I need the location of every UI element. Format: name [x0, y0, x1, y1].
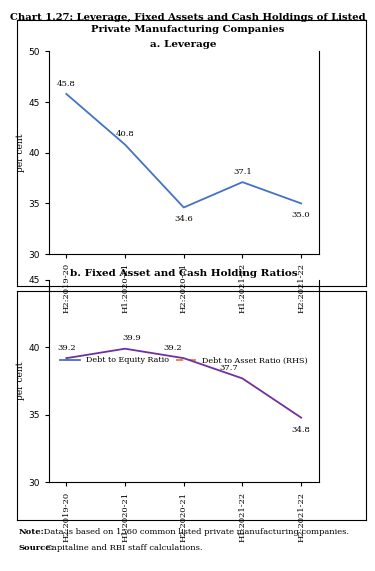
Text: 3.6: 3.6 [46, 409, 59, 417]
Y-axis label: per cent: per cent [336, 362, 345, 400]
Text: Capitaline and RBI staff calculations.: Capitaline and RBI staff calculations. [43, 544, 203, 552]
Text: Data is based on 1560 common listed private manufacturing companies.: Data is based on 1560 common listed priv… [40, 528, 348, 536]
Text: Note:: Note: [19, 528, 45, 536]
Text: 20.5: 20.5 [240, 128, 259, 136]
Y-axis label: per cent: per cent [342, 134, 351, 172]
Text: 39.2: 39.2 [164, 344, 182, 352]
Text: 4.4: 4.4 [107, 347, 121, 355]
Text: 40.8: 40.8 [116, 130, 134, 138]
Text: 21.5: 21.5 [123, 108, 141, 116]
Text: 39.2: 39.2 [57, 344, 76, 352]
Title: b. Fixed Asset and Cash Holding Ratios: b. Fixed Asset and Cash Holding Ratios [70, 268, 298, 278]
Text: 22.7: 22.7 [46, 84, 64, 92]
Title: a. Leverage: a. Leverage [150, 40, 217, 49]
Text: 34.8: 34.8 [292, 425, 310, 433]
Legend: Debt to Equity Ratio, Debt to Asset Ratio (RHS): Debt to Equity Ratio, Debt to Asset Rati… [56, 353, 311, 368]
Text: 45.8: 45.8 [57, 79, 76, 87]
Text: 4.8: 4.8 [185, 326, 199, 334]
Text: 37.7: 37.7 [219, 364, 238, 372]
Text: 19.0: 19.0 [174, 159, 193, 167]
Text: 4.2: 4.2 [244, 357, 258, 365]
Text: 5.1: 5.1 [302, 311, 315, 319]
Text: 37.1: 37.1 [233, 168, 252, 176]
Text: 19.5: 19.5 [299, 148, 318, 156]
Text: Chart 1.27: Leverage, Fixed Assets and Cash Holdings of Listed
Private Manufactu: Chart 1.27: Leverage, Fixed Assets and C… [10, 13, 365, 34]
Text: 34.6: 34.6 [174, 215, 193, 223]
Text: Source:: Source: [19, 544, 54, 552]
Text: 35.0: 35.0 [292, 211, 310, 219]
Y-axis label: per cent: per cent [16, 134, 26, 172]
Text: 39.9: 39.9 [123, 335, 141, 343]
Y-axis label: per cent: per cent [16, 362, 26, 400]
